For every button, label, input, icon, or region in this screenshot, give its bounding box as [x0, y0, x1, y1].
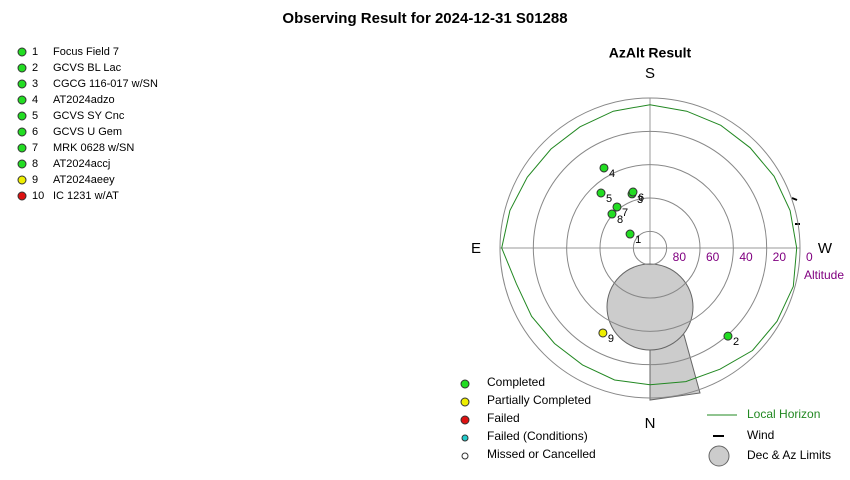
legend-symbol — [461, 452, 469, 460]
legend-label: Partially Completed — [487, 393, 591, 407]
target-number: 2 — [32, 62, 38, 74]
point-label: 9 — [608, 333, 614, 345]
target-number: 3 — [32, 78, 38, 90]
chart-title: AzAlt Result — [609, 45, 692, 61]
polar-plot: 80 60 40 20 0 1 2 3 4 5 678 9 — [499, 97, 813, 399]
point-label: 2 — [733, 336, 739, 348]
point-label: 8 — [617, 214, 623, 226]
ring-label: 0 — [806, 250, 813, 264]
legend-label: Local Horizon — [747, 407, 820, 421]
target-name: Focus Field 7 — [53, 46, 119, 58]
ring — [499, 97, 801, 399]
target-name: AT2024aeey — [53, 174, 115, 186]
legend-symbol — [461, 434, 469, 442]
page-title: Observing Result for 2024-12-31 S01288 — [282, 10, 567, 27]
ring — [532, 130, 768, 366]
legend-label: Dec & Az Limits — [747, 448, 831, 462]
legend-label: Failed — [487, 411, 520, 425]
direction-label: S — [645, 65, 655, 82]
target-point — [625, 229, 635, 239]
status-dot — [17, 95, 27, 105]
target-number: 8 — [32, 158, 38, 170]
status-dot — [17, 111, 27, 121]
target-point — [612, 202, 622, 212]
point-label: 7 — [622, 207, 628, 219]
point-label: 3 — [637, 194, 643, 206]
point-label: 5 — [606, 193, 612, 205]
point-label: 6 — [638, 192, 644, 204]
legend-symbol — [460, 397, 470, 407]
target-number: 7 — [32, 142, 38, 154]
target-number: 9 — [32, 174, 38, 186]
ring-label: 60 — [706, 250, 720, 264]
status-dot — [17, 47, 27, 57]
legend-symbol — [460, 379, 470, 389]
point-label: 1 — [635, 234, 641, 246]
ring-label: 20 — [773, 250, 787, 264]
ring — [599, 197, 701, 299]
target-point — [723, 331, 733, 341]
target-point — [628, 187, 638, 197]
target-point — [607, 209, 617, 219]
target-name: MRK 0628 w/SN — [53, 142, 134, 154]
legend-symbol — [708, 445, 730, 467]
dec-limit — [606, 263, 694, 351]
target-name: IC 1231 w/AT — [53, 190, 119, 202]
target-number: 1 — [32, 46, 38, 58]
direction-label: N — [645, 415, 656, 432]
legend-symbol — [460, 415, 470, 425]
ring — [632, 230, 668, 266]
target-number: 6 — [32, 126, 38, 138]
ring-label: 80 — [673, 250, 687, 264]
target-number: 10 — [32, 190, 44, 202]
status-dot — [17, 79, 27, 89]
axis-label: Altitude — [804, 268, 844, 282]
legend-label: Missed or Cancelled — [487, 447, 596, 461]
horizon-line — [501, 104, 798, 386]
target-name: GCVS U Gem — [53, 126, 122, 138]
status-dot — [17, 191, 27, 201]
legend: Wind Dec & Az Limits Completed Partially … — [460, 375, 831, 467]
target-point — [598, 328, 608, 338]
status-dot — [17, 175, 27, 185]
target-name: AT2024adzo — [53, 94, 115, 106]
wind-mark — [791, 197, 798, 201]
status-dot — [17, 63, 27, 73]
target-number: 5 — [32, 110, 38, 122]
target-name: AT2024accj — [53, 158, 110, 170]
target-name: CGCG 116-017 w/SN — [53, 78, 158, 90]
direction-label: W — [818, 240, 833, 257]
status-dot — [17, 143, 27, 153]
status-dot — [17, 127, 27, 137]
status-dot — [17, 159, 27, 169]
target-number: 4 — [32, 94, 38, 106]
direction-label: E — [471, 240, 481, 257]
legend-label: Wind — [747, 428, 774, 442]
point-label: 4 — [609, 168, 615, 180]
target-name: GCVS BL Lac — [53, 62, 122, 74]
target-point — [599, 163, 609, 173]
target-point — [596, 188, 606, 198]
ring — [566, 164, 734, 332]
ring-label: 40 — [739, 250, 753, 264]
target-name: GCVS SY Cnc — [53, 110, 125, 122]
legend-label: Failed (Conditions) — [487, 429, 588, 443]
legend-label: Completed — [487, 375, 545, 389]
